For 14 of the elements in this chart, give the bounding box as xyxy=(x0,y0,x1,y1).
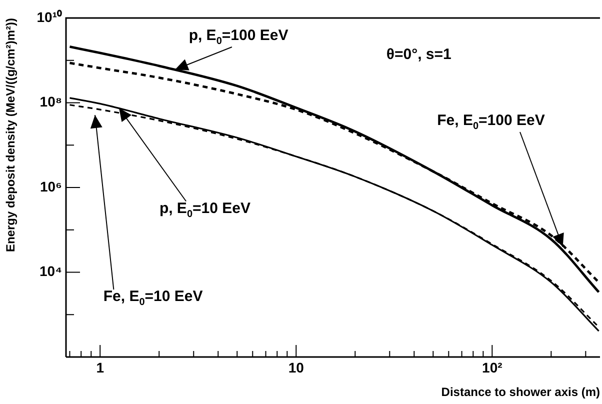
y-tick-label: 10⁴ xyxy=(40,263,62,280)
annotation: Fe, E$_{0}$=10 EeV xyxy=(103,288,203,308)
y-tick-label: 10¹⁰ xyxy=(36,8,62,25)
x-tick-label: 1 xyxy=(96,359,104,376)
x-tick-label: 10² xyxy=(482,359,503,376)
y-tick-label: 10⁶ xyxy=(40,178,62,194)
x-tick-label: 10 xyxy=(288,359,304,376)
annotation: Fe, E$_{0}$=100 EeV xyxy=(437,112,545,132)
annotation: p, E$_{0}$=100 EeV xyxy=(188,27,288,48)
y-tick-label: 10⁸ xyxy=(40,94,62,110)
y-axis-title: Energy deposit density (MeV/((g/cm²)m²)) xyxy=(4,18,18,252)
annotation: θ=0°, s=1 xyxy=(386,46,452,63)
annotation: p, E$_{0}$=10 EeV xyxy=(159,200,250,220)
x-axis-title: Distance to shower axis (m) xyxy=(441,385,600,400)
